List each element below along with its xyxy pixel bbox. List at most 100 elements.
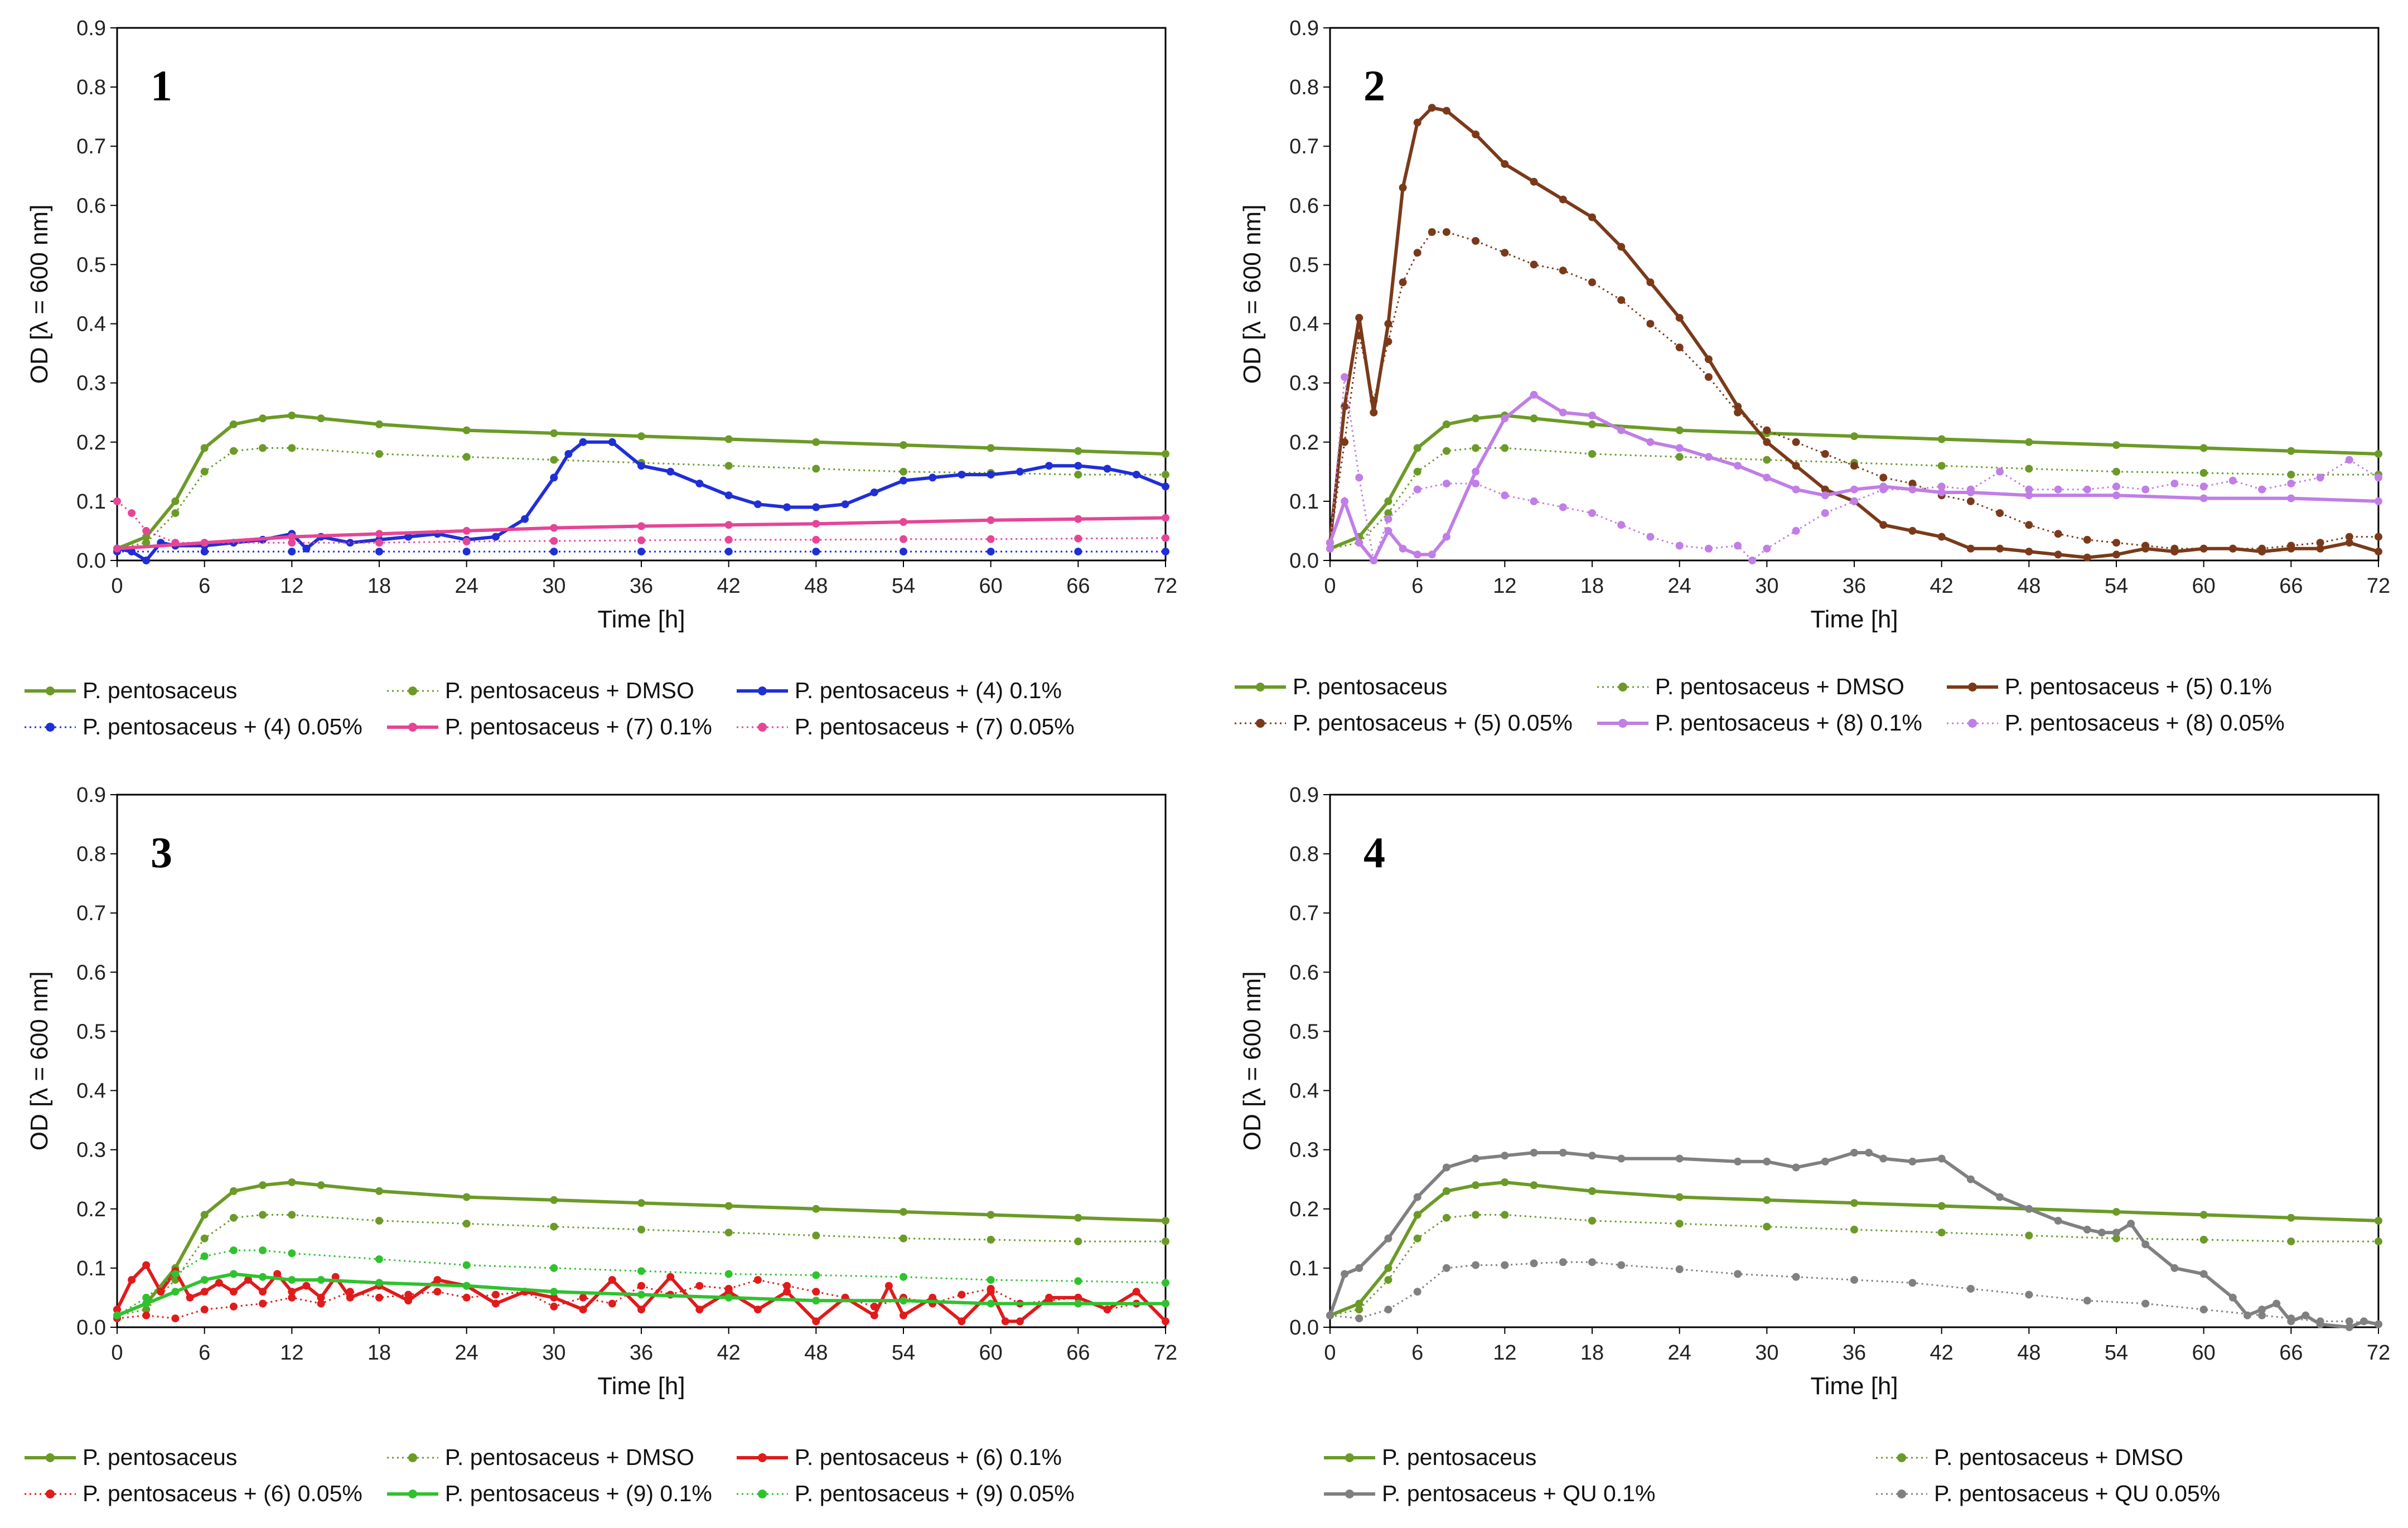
data-point [2025, 485, 2033, 494]
legend-swatch-marker [757, 722, 767, 732]
y-axis-title: OD [λ = 600 nm] [1239, 205, 1266, 384]
y-tick-label: 0.2 [1289, 1198, 1319, 1221]
data-point [157, 1288, 165, 1296]
data-point [2287, 447, 2295, 455]
data-point [346, 539, 354, 547]
data-point [375, 420, 383, 428]
data-point [2287, 494, 2295, 502]
data-point [987, 471, 995, 479]
y-tick-label: 0.1 [76, 1257, 106, 1280]
data-point [1588, 1217, 1596, 1225]
data-point [2054, 530, 2062, 538]
data-point [1996, 467, 2004, 476]
data-point [1074, 471, 1082, 479]
data-point [491, 533, 500, 541]
data-point [1501, 444, 1509, 452]
data-point [1617, 296, 1626, 304]
data-point [2097, 1229, 2106, 1237]
data-point [462, 1220, 471, 1228]
data-point [2375, 1217, 2382, 1225]
data-point [1675, 1154, 1684, 1163]
legend-swatch-marker [46, 1489, 55, 1498]
x-tick-label: 0 [1324, 574, 1336, 598]
legend-label: P. pentosaceus + (8) 0.1% [1655, 710, 1922, 736]
legend-label: P. pentosaceus + (6) 0.05% [83, 1481, 362, 1506]
data-point [724, 521, 733, 529]
data-point [215, 1279, 223, 1287]
data-point [724, 1293, 733, 1302]
data-point [1559, 408, 1567, 417]
x-tick-label: 66 [1066, 574, 1090, 598]
data-point [302, 544, 311, 553]
data-point [579, 1293, 587, 1302]
data-point [1879, 521, 1888, 529]
data-point [2054, 550, 2062, 559]
data-point [900, 1234, 907, 1242]
x-tick-label: 18 [1580, 574, 1604, 598]
data-point [462, 538, 471, 545]
series-3 [113, 438, 1169, 564]
series-line [1329, 1261, 2379, 1326]
x-tick-label: 24 [455, 574, 478, 598]
data-point [753, 1276, 762, 1284]
x-tick-label: 30 [542, 574, 565, 598]
series-1 [1326, 1178, 2382, 1319]
data-point [171, 497, 180, 505]
data-point [1384, 337, 1392, 346]
data-point [1821, 491, 1829, 500]
data-point [1442, 480, 1450, 488]
data-point [1966, 1175, 1975, 1183]
data-point [2083, 553, 2091, 562]
series-4 [1326, 228, 2382, 553]
legend-swatch-marker [1618, 718, 1627, 728]
data-point [1413, 1211, 1421, 1219]
legend-swatch-marker [1256, 682, 1265, 692]
data-point [1588, 412, 1596, 419]
data-point [200, 1305, 209, 1314]
data-point [812, 1288, 820, 1296]
series-1 [113, 412, 1169, 553]
data-point [2199, 544, 2208, 553]
y-tick-label: 0.6 [76, 961, 106, 984]
data-point [2199, 1305, 2208, 1314]
data-point [171, 1270, 180, 1278]
data-point [1821, 509, 1829, 518]
data-point [1355, 1264, 1363, 1272]
legend-panel-4: P. pentosaceus P. pentosaceus + DMSO P. pe… [1322, 1444, 2404, 1507]
data-point [1074, 462, 1082, 470]
data-point [550, 1288, 558, 1296]
data-point [200, 539, 209, 547]
data-point [1162, 1317, 1169, 1326]
data-point [1879, 473, 1888, 482]
data-point [2199, 494, 2208, 502]
data-point [2287, 480, 2295, 488]
data-point [375, 1217, 383, 1225]
data-point [870, 1302, 878, 1311]
data-point [550, 537, 558, 545]
data-point [259, 1288, 267, 1296]
legend-item: P. pentosaceus + DMSO [385, 678, 712, 704]
data-point [1074, 534, 1082, 543]
data-point [900, 535, 907, 543]
data-point [2228, 544, 2237, 553]
data-point [695, 480, 704, 488]
data-point [1530, 177, 1538, 186]
x-tick-label: 42 [717, 574, 741, 598]
data-point [2170, 1264, 2179, 1272]
legend-label: P. pentosaceus + DMSO [444, 1444, 694, 1470]
data-point [2228, 476, 2237, 485]
x-tick-label: 54 [2105, 574, 2128, 598]
data-point [1326, 1311, 1334, 1319]
data-point [2025, 521, 2033, 529]
x-tick-label: 54 [892, 574, 915, 598]
legend-label: P. pentosaceus + (9) 0.05% [794, 1481, 1075, 1506]
data-point [1442, 420, 1450, 428]
data-point [1413, 1288, 1421, 1296]
chart-panel-1: 0.0 0.1 0.2 0.3 0.4 0.5 0.6 0.7 0.8 0.9 0 6 12 18 24 30… [26, 17, 1177, 633]
data-point [1559, 195, 1567, 204]
data-point [2199, 444, 2208, 452]
data-point [491, 1299, 500, 1308]
series-5 [1326, 390, 2382, 564]
data-point [637, 522, 645, 530]
data-point [550, 1302, 558, 1311]
